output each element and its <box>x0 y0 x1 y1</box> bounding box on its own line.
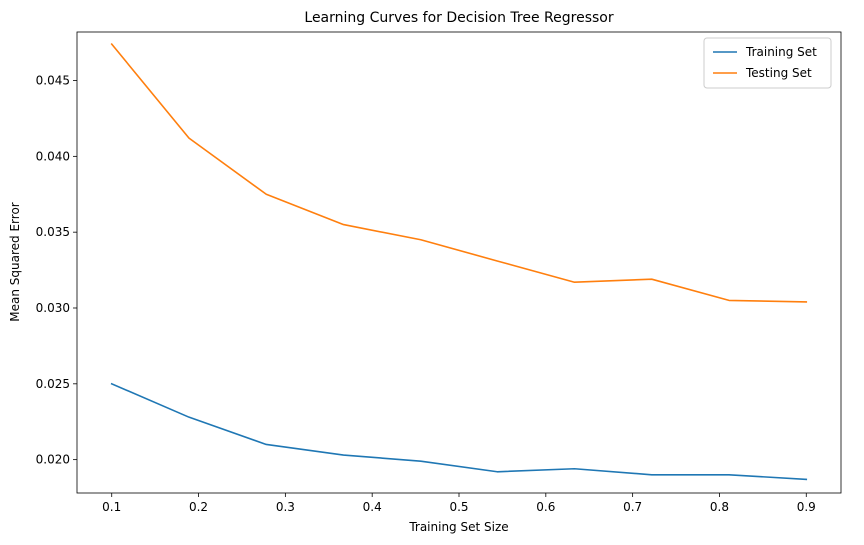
series-line-training-set <box>110 382 808 481</box>
y-tick-label: 0.045 <box>36 74 70 88</box>
x-tick-label: 0.5 <box>449 500 468 514</box>
legend-label-training-set: Training Set <box>745 45 817 59</box>
y-axis-title: Mean Squared Error <box>8 202 22 322</box>
x-tick-label: 0.7 <box>623 500 642 514</box>
y-tick-label: 0.030 <box>36 301 70 315</box>
legend: Training Set Testing Set <box>703 37 832 89</box>
x-tick-label: 0.2 <box>189 500 208 514</box>
y-tick-label: 0.040 <box>36 149 70 163</box>
chart-title: Learning Curves for Decision Tree Regres… <box>304 10 613 26</box>
y-tick-label: 0.035 <box>36 225 70 239</box>
x-tick-label: 0.8 <box>710 500 729 514</box>
y-tick-label: 0.025 <box>36 377 70 391</box>
x-tick-label: 0.9 <box>797 500 816 514</box>
x-tick-label: 0.6 <box>536 500 555 514</box>
legend-label-testing-set: Testing Set <box>745 66 812 80</box>
x-tick-label: 0.1 <box>102 500 121 514</box>
series-line-testing-set <box>110 43 808 303</box>
y-tick-label: 0.020 <box>36 453 70 467</box>
x-tick-label: 0.3 <box>276 500 295 514</box>
x-tick-label: 0.4 <box>363 500 382 514</box>
legend-box <box>703 37 832 89</box>
plot-area: 0.1 0.2 0.3 0.4 0.5 0.6 0.7 0.8 0.9 0.020 0.025 0.0… <box>36 31 842 514</box>
x-axis-title: Training Set Size <box>408 520 508 534</box>
